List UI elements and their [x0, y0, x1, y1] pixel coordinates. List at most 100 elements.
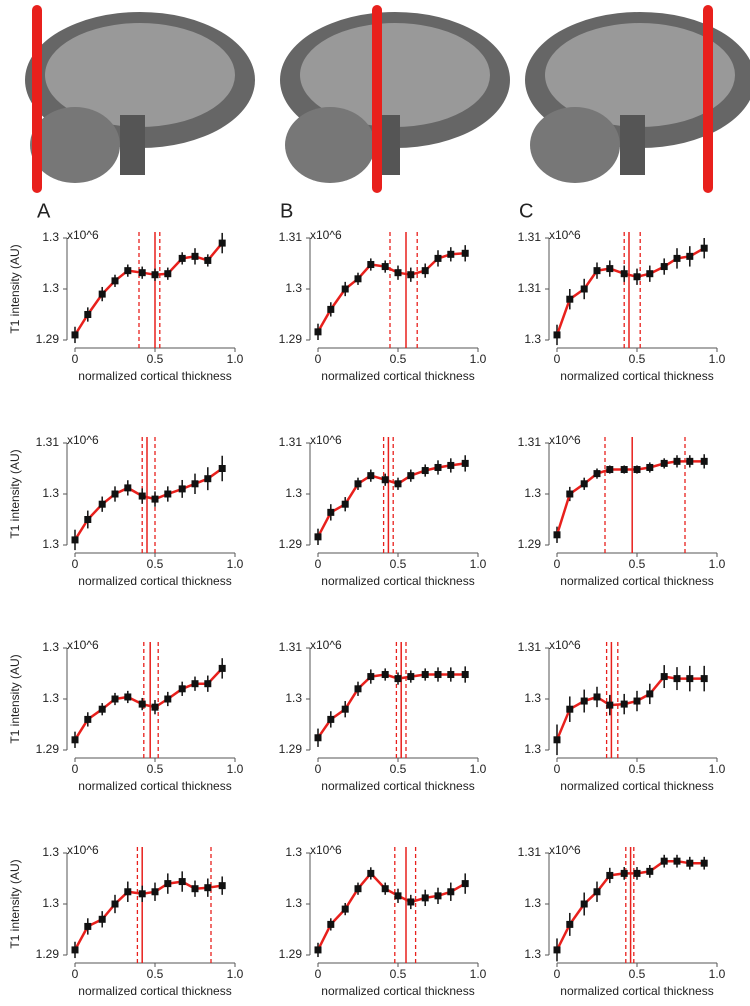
data-point — [98, 500, 106, 508]
scale-annotation: x10^6 — [67, 638, 99, 652]
x-axis-label: normalized cortical thickness — [78, 779, 231, 793]
y-tick-label: 1.3 — [42, 537, 59, 551]
data-point — [620, 466, 628, 474]
fit-line — [555, 247, 705, 336]
data-point — [461, 671, 469, 679]
y-tick-label: 1.3 — [285, 691, 302, 705]
brain-slice — [280, 5, 510, 193]
x-tick-label: 0 — [315, 352, 322, 366]
fit-line — [555, 675, 705, 741]
x-tick-label: 0.5 — [147, 967, 164, 981]
y-tick-label: 1.3 — [524, 947, 541, 961]
data-point — [620, 270, 628, 278]
data-point — [421, 894, 429, 902]
y-tick-label: 1.31 — [518, 435, 542, 449]
data-point — [151, 495, 159, 503]
data-point — [553, 531, 561, 539]
data-point — [218, 664, 226, 672]
fit-line — [555, 460, 705, 536]
x-axis-label: normalized cortical thickness — [321, 369, 474, 383]
data-point — [700, 859, 708, 867]
data-point — [673, 254, 681, 262]
y-tick-label: 1.3 — [524, 332, 541, 346]
data-point — [367, 673, 375, 681]
data-point — [553, 736, 561, 744]
data-point — [434, 671, 442, 679]
y-axis-label: T1 intensity (AU) — [8, 654, 22, 743]
data-point — [98, 915, 106, 923]
y-axis-label: T1 intensity (AU) — [8, 859, 22, 948]
data-point — [138, 700, 146, 708]
x-tick-label: 0.5 — [390, 762, 407, 776]
x-tick-label: 0.5 — [147, 762, 164, 776]
data-point — [354, 885, 362, 893]
data-point — [580, 480, 588, 488]
fit-line — [73, 880, 223, 951]
data-point — [646, 270, 654, 278]
data-point — [566, 920, 574, 928]
x-tick-label: 1.0 — [227, 557, 244, 571]
y-tick-label: 1.31 — [36, 435, 60, 449]
brain-images — [25, 5, 750, 193]
x-axis-label: normalized cortical thickness — [560, 369, 713, 383]
y-tick-label: 1.3 — [42, 640, 59, 654]
fit-line — [73, 467, 223, 541]
x-axis-label: normalized cortical thickness — [560, 779, 713, 793]
data-point — [71, 736, 79, 744]
x-tick-label: 0 — [554, 967, 561, 981]
data-point — [367, 472, 375, 480]
y-tick-label: 1.31 — [279, 640, 303, 654]
data-point — [204, 884, 212, 892]
data-point — [447, 671, 455, 679]
scale-annotation: x10^6 — [67, 843, 99, 857]
data-point — [178, 254, 186, 262]
y-tick-label: 1.29 — [36, 742, 60, 756]
data-point — [421, 671, 429, 679]
data-point — [327, 920, 335, 928]
data-point — [394, 892, 402, 900]
data-point — [646, 463, 654, 471]
x-axis-label: normalized cortical thickness — [321, 574, 474, 588]
data-point — [566, 705, 574, 713]
data-point — [673, 857, 681, 865]
x-tick-label: 1.0 — [227, 967, 244, 981]
x-tick-label: 0 — [315, 762, 322, 776]
data-point — [218, 465, 226, 472]
data-point — [341, 285, 349, 293]
y-tick-label: 1.31 — [518, 845, 542, 859]
panel-label: C — [519, 200, 533, 222]
data-point — [633, 869, 641, 877]
data-point — [580, 285, 588, 293]
y-tick-label: 1.29 — [518, 537, 542, 551]
x-axis-label: normalized cortical thickness — [78, 574, 231, 588]
x-tick-label: 0.5 — [147, 352, 164, 366]
scale-annotation: x10^6 — [310, 228, 342, 242]
data-point — [553, 331, 561, 339]
data-point — [314, 328, 322, 336]
y-tick-label: 1.3 — [42, 281, 59, 295]
chart: 1.3 1.31 1.31 0 0.5 1.0 x10^6 normalized cortic… — [518, 200, 726, 383]
y-tick-label: 1.3 — [524, 742, 541, 756]
data-point — [646, 690, 654, 698]
data-point — [191, 252, 199, 260]
scale-annotation: x10^6 — [549, 433, 581, 447]
x-axis-label: normalized cortical thickness — [560, 574, 713, 588]
fit-line — [316, 252, 466, 333]
data-point — [447, 461, 455, 469]
y-tick-label: 1.3 — [524, 691, 541, 705]
data-point — [447, 888, 455, 896]
x-tick-label: 0 — [315, 557, 322, 571]
x-tick-label: 0 — [554, 762, 561, 776]
x-tick-label: 0 — [554, 352, 561, 366]
data-point — [138, 890, 146, 898]
data-point — [178, 878, 186, 886]
data-point — [111, 900, 119, 908]
x-tick-label: 1.0 — [470, 557, 487, 571]
data-point — [191, 680, 199, 688]
panel-label: B — [280, 200, 293, 222]
data-point — [191, 480, 199, 488]
y-tick-label: 1.3 — [524, 896, 541, 910]
data-point — [394, 269, 402, 277]
data-point — [566, 490, 574, 498]
